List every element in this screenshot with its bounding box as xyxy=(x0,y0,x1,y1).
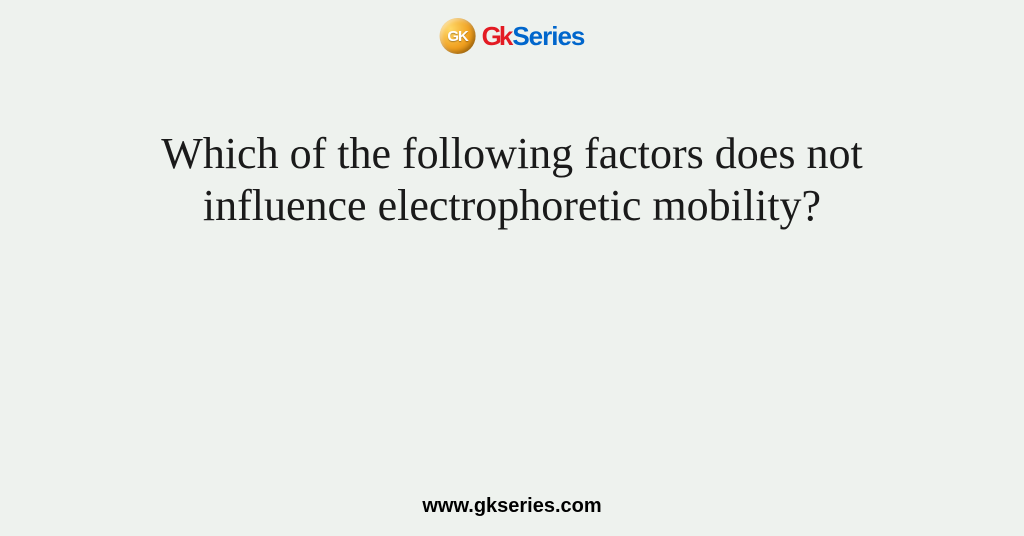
logo-word-series: Series xyxy=(512,21,584,51)
logo-coin-text: GK xyxy=(447,28,468,45)
logo-wordmark: GkSeries xyxy=(482,21,585,52)
logo-letter-k: k xyxy=(499,21,512,51)
footer-url: www.gkseries.com xyxy=(422,495,601,518)
question-text: Which of the following factors does not … xyxy=(77,128,947,232)
logo-coin-icon: GK xyxy=(440,18,476,54)
brand-logo: GK GkSeries xyxy=(440,18,585,54)
